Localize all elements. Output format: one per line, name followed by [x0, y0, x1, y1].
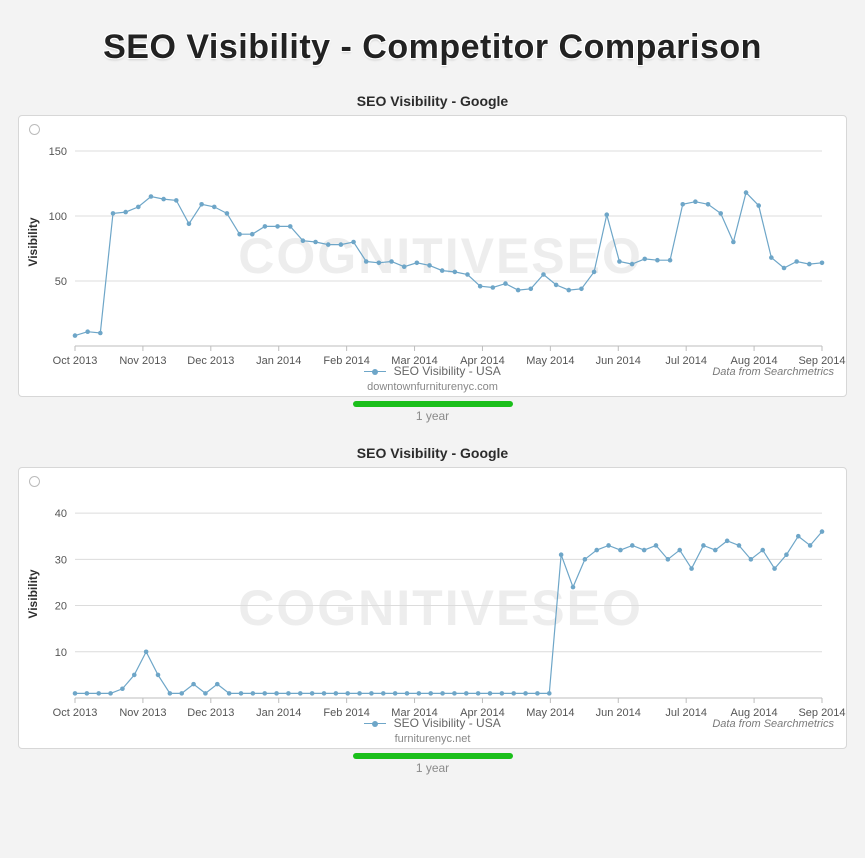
chart-card-0: COGNITIVESEO 50100150Oct 2013Nov 2013Dec…: [18, 115, 847, 397]
period-bar-0: [353, 401, 513, 407]
site-label-1: furniturenyc.net: [19, 733, 846, 745]
chart-svg-0[interactable]: 50100150Oct 2013Nov 2013Dec 2013Jan 2014…: [19, 116, 846, 396]
chart-svg-1[interactable]: 10203040Oct 2013Nov 2013Dec 2013Jan 2014…: [19, 468, 846, 748]
legend-marker-icon: [364, 368, 386, 376]
legend-label-0: SEO Visibility - USA: [394, 364, 501, 378]
chart-title-1: SEO Visibility - Google: [18, 445, 847, 461]
svg-text:30: 30: [55, 554, 67, 566]
page-title: SEO Visibility - Competitor Comparison: [0, 0, 865, 89]
svg-text:10: 10: [55, 647, 67, 659]
legend-marker-icon: [364, 720, 386, 728]
legend-label-1: SEO Visibility - USA: [394, 716, 501, 730]
svg-text:Visibility: Visibility: [26, 569, 40, 618]
svg-text:20: 20: [55, 601, 67, 613]
legend-0: SEO Visibility - USA: [19, 364, 846, 378]
svg-text:50: 50: [55, 276, 67, 288]
chart-block-1: SEO Visibility - Google COGNITIVESEO 102…: [18, 445, 847, 775]
chart-card-1: COGNITIVESEO 10203040Oct 2013Nov 2013Dec…: [18, 467, 847, 749]
page-root: SEO Visibility - Competitor Comparison S…: [0, 0, 865, 827]
svg-text:Visibility: Visibility: [26, 217, 40, 266]
period-label-1: 1 year: [18, 761, 847, 775]
svg-text:150: 150: [49, 146, 67, 158]
period-label-0: 1 year: [18, 409, 847, 423]
chart-block-0: SEO Visibility - Google COGNITIVESEO 501…: [18, 93, 847, 423]
svg-text:100: 100: [49, 211, 67, 223]
legend-1: SEO Visibility - USA: [19, 716, 846, 730]
site-label-0: downtownfurniturenyc.com: [19, 381, 846, 393]
period-bar-1: [353, 753, 513, 759]
chart-title-0: SEO Visibility - Google: [18, 93, 847, 109]
svg-text:40: 40: [55, 508, 67, 520]
